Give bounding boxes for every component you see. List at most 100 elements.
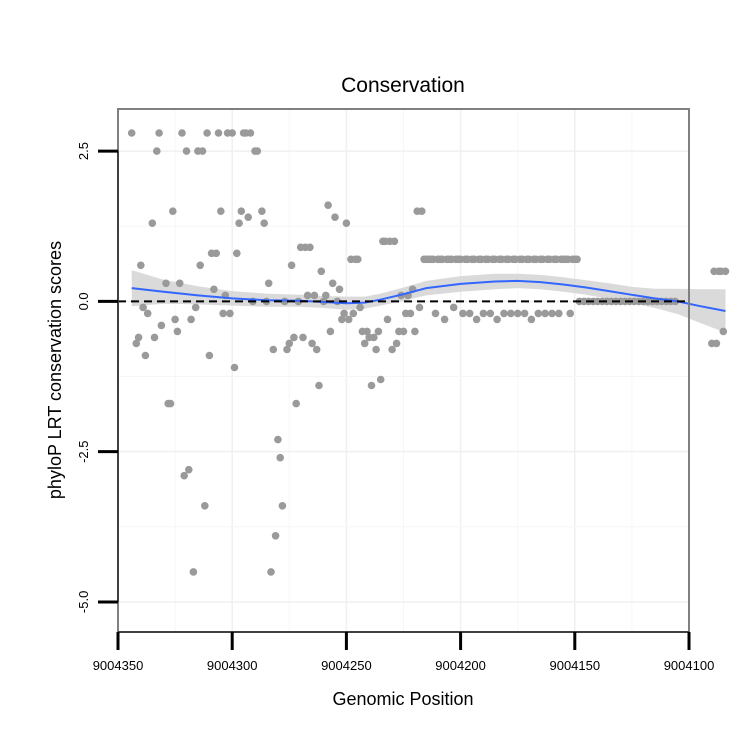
data-point xyxy=(317,267,326,276)
data-point xyxy=(260,219,269,227)
data-point xyxy=(331,213,339,221)
data-point xyxy=(322,291,330,300)
data-point xyxy=(308,339,316,348)
data-point xyxy=(534,309,543,318)
data-point xyxy=(299,333,307,342)
data-point xyxy=(372,345,380,354)
data-point xyxy=(370,333,378,342)
data-point xyxy=(230,363,239,372)
data-point xyxy=(479,309,488,318)
data-point xyxy=(143,309,152,318)
data-point xyxy=(235,219,243,227)
data-point xyxy=(141,351,150,360)
data-point xyxy=(367,381,376,390)
data-point xyxy=(189,568,198,576)
data-point xyxy=(548,309,556,318)
data-point xyxy=(360,339,369,348)
data-point xyxy=(712,339,721,348)
data-point xyxy=(269,345,278,354)
data-point xyxy=(182,147,191,155)
data-point xyxy=(566,309,574,318)
data-point xyxy=(392,339,401,348)
data-point xyxy=(383,315,392,324)
data-point xyxy=(205,351,214,360)
data-point xyxy=(228,129,236,137)
data-point xyxy=(349,309,358,318)
data-point xyxy=(173,327,182,336)
points-layer xyxy=(127,129,730,576)
data-point xyxy=(354,255,362,264)
data-point xyxy=(459,309,467,318)
data-point xyxy=(283,345,291,354)
x-tick-label: 9004100 xyxy=(664,658,715,673)
data-point xyxy=(328,279,337,288)
data-point xyxy=(342,219,351,227)
data-point xyxy=(278,502,287,510)
smooth-line xyxy=(131,279,726,312)
data-point xyxy=(573,255,581,264)
data-point xyxy=(415,303,424,312)
data-point xyxy=(390,237,399,246)
data-point xyxy=(721,267,730,276)
data-point xyxy=(180,471,188,480)
x-axis-title: Genomic Position xyxy=(332,689,473,709)
y-tick-label: -5.0 xyxy=(76,591,91,613)
data-point xyxy=(411,327,419,336)
data-point xyxy=(315,381,323,390)
data-point xyxy=(493,315,501,324)
data-point xyxy=(303,291,312,300)
data-point xyxy=(541,309,549,318)
data-point xyxy=(185,465,193,474)
data-point xyxy=(406,309,415,318)
data-point xyxy=(344,315,353,324)
data-point xyxy=(171,315,179,324)
data-point xyxy=(203,129,211,137)
data-point xyxy=(244,213,252,221)
data-point xyxy=(513,309,522,318)
data-point xyxy=(139,303,147,312)
data-point xyxy=(153,147,161,155)
x-tick-label: 9004350 xyxy=(93,658,144,673)
data-point xyxy=(127,129,136,137)
data-point xyxy=(376,375,385,384)
data-point xyxy=(500,309,508,318)
data-point xyxy=(285,339,294,348)
data-point xyxy=(157,321,166,330)
data-point xyxy=(134,333,143,342)
data-point xyxy=(137,261,145,270)
data-point xyxy=(472,315,481,324)
data-point xyxy=(356,303,364,312)
data-point xyxy=(210,285,218,294)
data-point xyxy=(219,309,227,318)
data-point xyxy=(363,327,371,336)
data-point xyxy=(264,279,273,288)
chart-title: Conservation xyxy=(341,74,465,97)
data-point xyxy=(178,129,186,137)
y-tick-label: 0.0 xyxy=(76,292,91,310)
data-point xyxy=(175,279,184,288)
data-point xyxy=(486,309,495,318)
data-point xyxy=(440,315,449,324)
data-point xyxy=(287,261,296,270)
data-point xyxy=(340,309,348,318)
data-point xyxy=(431,309,440,318)
data-point xyxy=(237,207,246,215)
x-tick-label: 9004300 xyxy=(207,658,258,673)
data-point xyxy=(388,345,396,354)
y-tick-label: -2.5 xyxy=(76,440,91,462)
data-point xyxy=(449,303,458,312)
data-point xyxy=(555,309,563,318)
smooth-line-layer xyxy=(131,279,726,312)
data-point xyxy=(191,303,200,312)
data-point xyxy=(465,309,474,318)
data-point xyxy=(274,435,282,444)
data-point xyxy=(253,147,262,155)
data-point xyxy=(258,207,266,215)
data-point xyxy=(233,249,241,258)
x-tick-label: 9004250 xyxy=(321,658,372,673)
data-point xyxy=(527,315,536,324)
data-point xyxy=(374,327,383,336)
data-point xyxy=(324,201,332,209)
data-point xyxy=(338,315,346,324)
